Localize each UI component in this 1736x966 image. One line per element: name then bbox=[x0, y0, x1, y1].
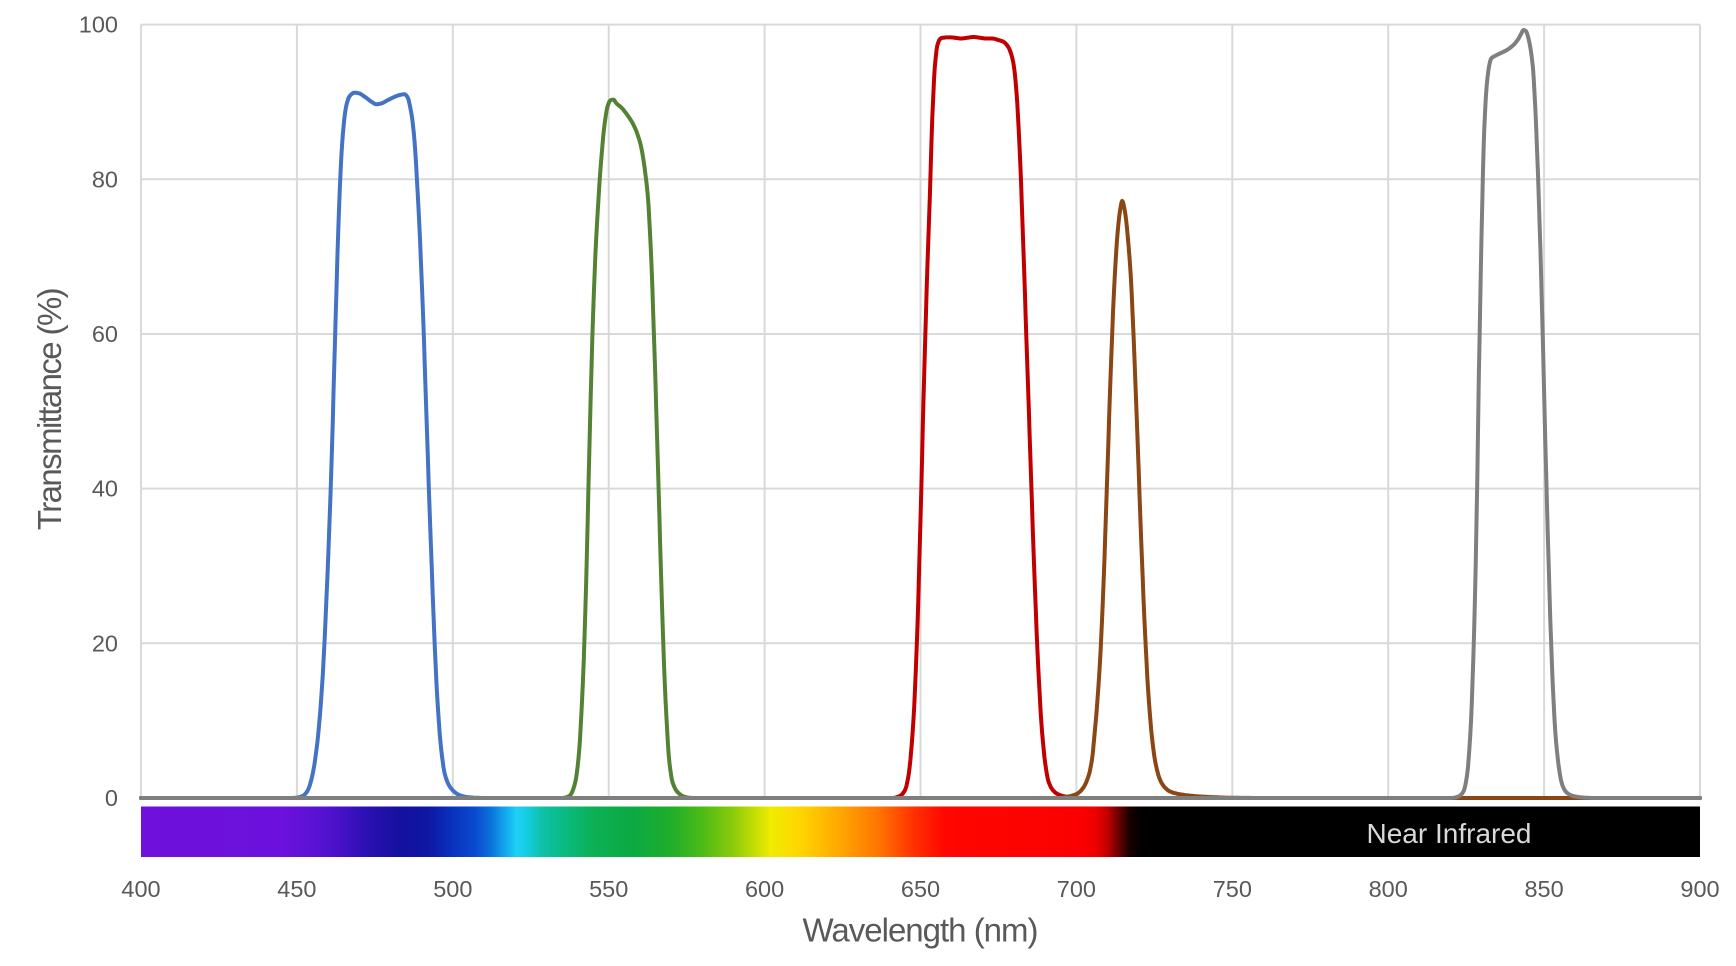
svg-text:700: 700 bbox=[1057, 876, 1096, 902]
svg-text:400: 400 bbox=[121, 876, 160, 902]
svg-text:Transmittance (%): Transmittance (%) bbox=[31, 289, 68, 530]
svg-text:800: 800 bbox=[1369, 876, 1408, 902]
svg-text:850: 850 bbox=[1524, 876, 1563, 902]
svg-text:100: 100 bbox=[79, 12, 118, 38]
svg-text:Wavelength (nm): Wavelength (nm) bbox=[802, 912, 1037, 949]
svg-text:900: 900 bbox=[1680, 876, 1719, 902]
svg-text:80: 80 bbox=[92, 166, 118, 192]
svg-text:40: 40 bbox=[92, 476, 118, 502]
svg-text:60: 60 bbox=[92, 321, 118, 347]
svg-text:600: 600 bbox=[745, 876, 784, 902]
svg-text:750: 750 bbox=[1213, 876, 1252, 902]
svg-text:0: 0 bbox=[105, 785, 118, 811]
svg-text:500: 500 bbox=[433, 876, 472, 902]
svg-text:20: 20 bbox=[92, 630, 118, 656]
svg-text:650: 650 bbox=[901, 876, 940, 902]
svg-text:Near Infrared: Near Infrared bbox=[1367, 818, 1532, 849]
svg-text:550: 550 bbox=[589, 876, 628, 902]
svg-text:450: 450 bbox=[277, 876, 316, 902]
